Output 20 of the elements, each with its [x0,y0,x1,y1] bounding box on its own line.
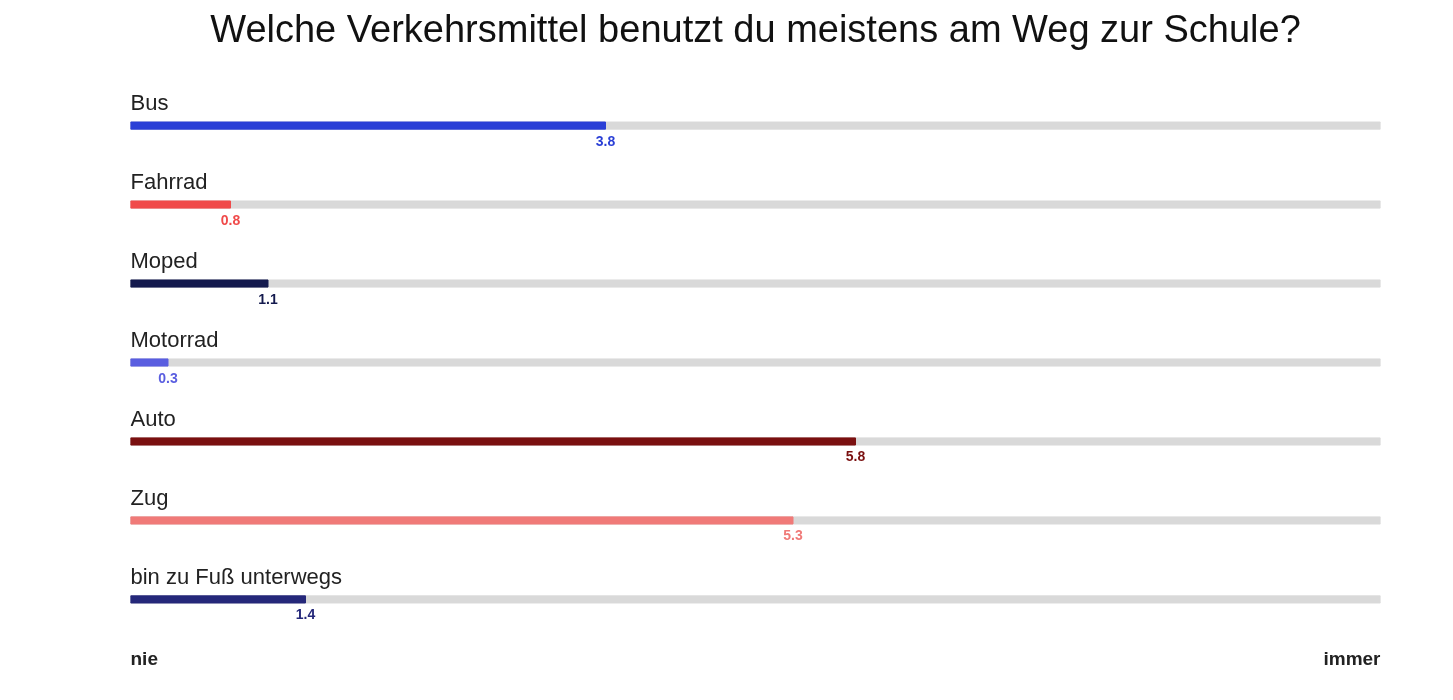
bar [130,279,269,288]
y-tick-label: Moped [130,248,198,274]
data-label: 0.3 [158,369,178,386]
y-tick-label: bin zu Fuß unterwegs [130,564,343,590]
data-label: 0.8 [220,211,241,228]
text: immer [1323,648,1382,670]
bar [130,200,231,209]
chart-title: Welche Verkehrsmittel benutzt du meistens am Weg zur Schule? [210,7,1301,50]
data-label: 1.1 [258,290,278,307]
y-tick-label: Zug [130,485,169,511]
data-label: 5.8 [845,448,866,465]
text: nie [130,648,158,670]
y-tick-label: Motorrad [130,327,219,353]
data-label: 5.3 [783,527,803,544]
data-label: 3.8 [595,132,616,149]
y-tick-label: Auto [130,406,176,432]
y-tick-label: Bus [130,90,169,116]
data-label: 1.4 [295,606,316,623]
bar [130,358,169,367]
y-tick-label: Fahrrad [130,169,208,195]
